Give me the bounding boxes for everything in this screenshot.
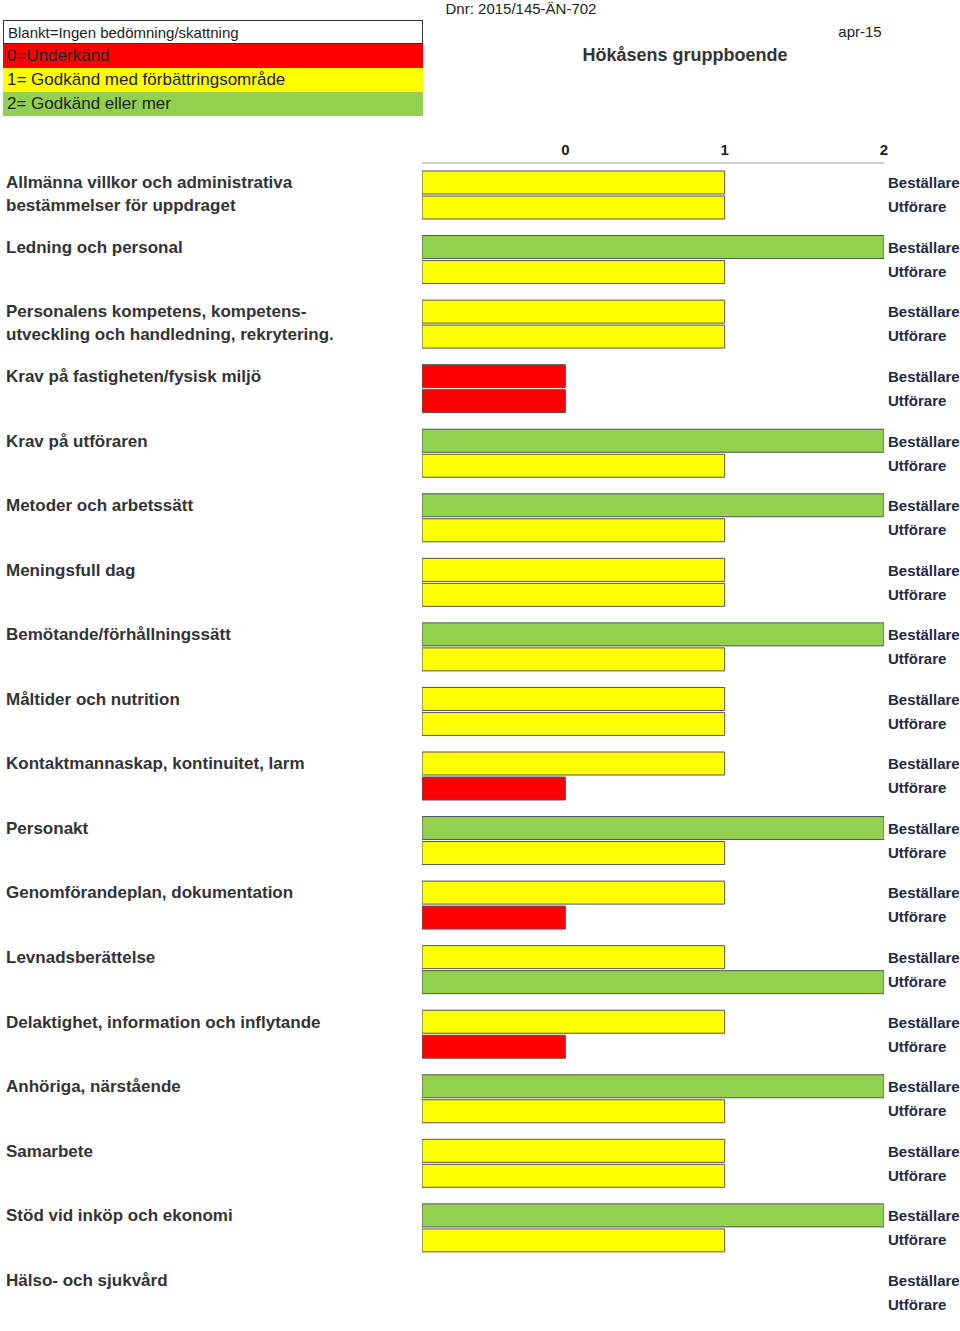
svg-text:Utförare: Utförare xyxy=(888,392,946,409)
svg-text:bestämmelser för uppdraget: bestämmelser för uppdraget xyxy=(8,196,236,215)
svg-text:Beställare: Beställare xyxy=(888,368,952,385)
svg-text:Ledning och personal: Ledning och personal xyxy=(8,238,183,257)
html-text:0=Underkänd: 0=Underkänd xyxy=(7,46,110,65)
svg-text:Utförare: Utförare xyxy=(888,779,946,796)
svg-text:Metoder och arbetssätt: Metoder och arbetssätt xyxy=(8,496,193,515)
svg-text:Allmänna villkor och administr: Allmänna villkor och administrativa xyxy=(8,173,293,192)
svg-text:Kontaktmannaskap, kontinuitet,: Kontaktmannaskap, kontinuitet, larm xyxy=(8,754,305,773)
svg-text:Utförare: Utförare xyxy=(888,908,946,925)
svg-text:Utförare: Utförare xyxy=(888,1038,946,1055)
svg-text:Delaktighet, information och i: Delaktighet, information och inflytande xyxy=(8,1013,321,1032)
svg-text:Utförare: Utförare xyxy=(888,198,946,215)
svg-text:Beställare: Beställare xyxy=(888,1143,952,1160)
svg-text:utveckling och handledning, re: utveckling och handledning, rekrytering. xyxy=(8,325,334,344)
svg-text:Utförare: Utförare xyxy=(888,327,946,344)
svg-text:Personakt: Personakt xyxy=(8,819,89,838)
svg-text:Beställare: Beställare xyxy=(888,562,952,579)
svg-text:Bemötande/förhållningssätt: Bemötande/förhållningssätt xyxy=(8,625,231,644)
svg-text:Beställare: Beställare xyxy=(888,949,952,966)
svg-text:Utförare: Utförare xyxy=(888,973,946,990)
html-text:Blankt=Ingen bedömning/skattni: Blankt=Ingen bedömning/skattning xyxy=(8,24,239,41)
svg-text:1: 1 xyxy=(721,141,729,158)
svg-text:2: 2 xyxy=(880,141,888,158)
svg-text:Personalens kompetens, kompete: Personalens kompetens, kompetens- xyxy=(8,302,306,321)
svg-text:Utförare: Utförare xyxy=(888,1167,946,1184)
svg-text:Beställare: Beställare xyxy=(888,626,952,643)
svg-text:Utförare: Utförare xyxy=(888,263,946,280)
svg-text:Beställare: Beställare xyxy=(888,884,952,901)
svg-text:Anhöriga, närstående: Anhöriga, närstående xyxy=(8,1077,181,1096)
svg-text:Beställare: Beställare xyxy=(888,497,952,514)
svg-text:Utförare: Utförare xyxy=(888,1296,946,1313)
svg-text:Beställare: Beställare xyxy=(888,691,952,708)
svg-text:Beställare: Beställare xyxy=(888,174,952,191)
svg-text:Krav på utföraren: Krav på utföraren xyxy=(8,432,148,451)
svg-text:Beställare: Beställare xyxy=(888,755,952,772)
svg-text:Krav på fastigheten/fysisk mil: Krav på fastigheten/fysisk miljö xyxy=(8,367,261,386)
svg-text:Beställare: Beställare xyxy=(888,303,952,320)
html-text:Hökåsens gruppboende: Hökåsens gruppboende xyxy=(582,45,788,65)
svg-text:Utförare: Utförare xyxy=(888,844,946,861)
svg-text:0: 0 xyxy=(561,141,569,158)
svg-text:Utförare: Utförare xyxy=(888,586,946,603)
svg-text:Hälso- och sjukvård: Hälso- och sjukvård xyxy=(8,1271,168,1290)
svg-text:Beställare: Beställare xyxy=(888,1078,952,1095)
svg-text:Måltider och nutrition: Måltider och nutrition xyxy=(8,690,180,709)
html-text:Dnr: 2015/145-ÄN-702: Dnr: 2015/145-ÄN-702 xyxy=(445,0,597,17)
svg-text:Meningsfull dag: Meningsfull dag xyxy=(8,561,135,580)
svg-text:Stöd vid inköp och ekonomi: Stöd vid inköp och ekonomi xyxy=(8,1206,233,1225)
svg-text:Genomförandeplan, dokumentatio: Genomförandeplan, dokumentation xyxy=(8,883,293,902)
svg-text:Samarbete: Samarbete xyxy=(8,1142,93,1161)
svg-text:Utförare: Utförare xyxy=(888,715,946,732)
svg-text:Utförare: Utförare xyxy=(888,1102,946,1119)
html-text:1= Godkänd med förbättringsomr: 1= Godkänd med förbättringsområde xyxy=(7,70,286,89)
svg-text:Levnadsberättelse: Levnadsberättelse xyxy=(8,948,155,967)
html-text:apr-15: apr-15 xyxy=(838,23,882,40)
svg-text:Beställare: Beställare xyxy=(888,433,952,450)
svg-text:Beställare: Beställare xyxy=(888,1272,952,1289)
svg-text:Beställare: Beställare xyxy=(888,820,952,837)
html-text:2= Godkänd eller mer: 2= Godkänd eller mer xyxy=(7,94,171,113)
svg-text:Utförare: Utförare xyxy=(888,521,946,538)
svg-text:Utförare: Utförare xyxy=(888,457,946,474)
svg-text:Beställare: Beställare xyxy=(888,1014,952,1031)
svg-text:Beställare: Beställare xyxy=(888,239,952,256)
svg-text:Beställare: Beställare xyxy=(888,1207,952,1224)
svg-text:Utförare: Utförare xyxy=(888,650,946,667)
svg-text:Utförare: Utförare xyxy=(888,1231,946,1248)
